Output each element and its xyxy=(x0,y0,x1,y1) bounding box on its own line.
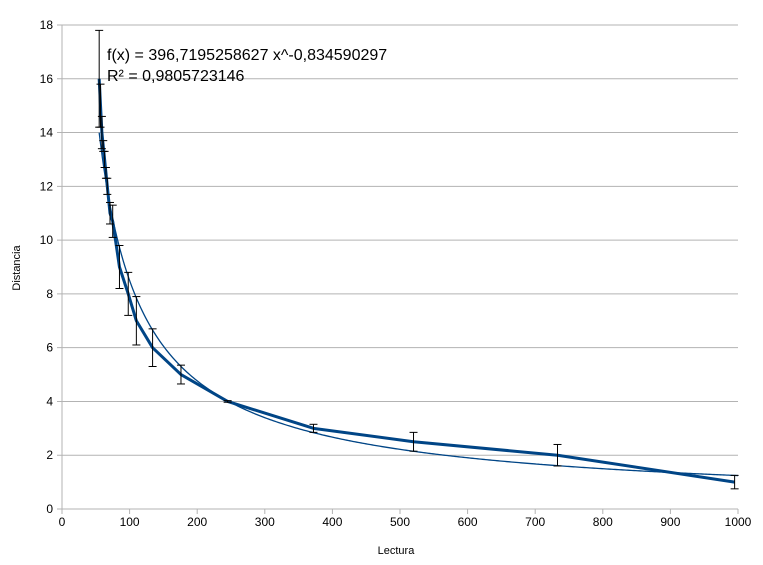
error-bars xyxy=(95,29,739,490)
data-series xyxy=(97,78,735,484)
grid-lines xyxy=(57,24,738,510)
error-bar xyxy=(108,204,117,238)
x-tick-label: 400 xyxy=(322,515,342,529)
y-tick-label: 14 xyxy=(40,126,54,140)
error-bar xyxy=(409,431,418,452)
error-bar xyxy=(132,296,141,346)
y-axis-title: Distancia xyxy=(11,245,23,291)
error-bar xyxy=(309,423,318,433)
y-tick-label: 16 xyxy=(40,72,54,86)
error-bar xyxy=(148,328,157,367)
x-tick-label: 700 xyxy=(525,515,545,529)
y-tick-label: 4 xyxy=(46,394,53,408)
x-tick-label: 100 xyxy=(120,515,140,529)
error-bar xyxy=(97,115,106,150)
y-tick-label: 10 xyxy=(40,233,54,247)
trendline-equation: f(x) = 396,7195258627 x^-0,834590297 xyxy=(107,47,387,64)
error-bar xyxy=(115,244,124,290)
error-bar xyxy=(103,177,112,195)
error-bar xyxy=(124,271,133,316)
error-bar xyxy=(553,443,562,467)
x-tick-label: 1000 xyxy=(725,515,752,529)
error-bar xyxy=(730,474,739,490)
trendline-r-squared: R² = 0,9805723146 xyxy=(107,68,245,85)
x-tick-label: 900 xyxy=(660,515,680,529)
error-bar xyxy=(96,83,105,128)
x-tick-label: 500 xyxy=(390,515,410,529)
trendline-curve xyxy=(98,132,739,477)
x-tick-label: 800 xyxy=(593,515,613,529)
y-tick-label: 6 xyxy=(46,341,53,355)
x-tick-label: 600 xyxy=(458,515,478,529)
error-bar xyxy=(101,167,110,179)
x-tick-labels: 0 100 200 300 400 500 600 700 800 900 1000 xyxy=(59,515,752,529)
error-bar xyxy=(176,364,185,385)
y-tick-labels: 0 2 4 6 8 10 12 14 16 18 xyxy=(40,18,54,516)
y-tick-label: 0 xyxy=(46,502,53,516)
x-tick-label: 0 xyxy=(59,515,66,529)
y-tick-label: 8 xyxy=(46,287,53,301)
x-tick-label: 300 xyxy=(255,515,275,529)
y-tick-label: 12 xyxy=(40,179,54,193)
y-tick-label: 18 xyxy=(40,18,54,32)
error-bar xyxy=(223,400,232,403)
x-axis-title: Lectura xyxy=(378,545,416,557)
x-tick-label: 200 xyxy=(187,515,207,529)
series-line xyxy=(97,78,735,484)
trendline xyxy=(98,132,739,477)
y-tick-label: 2 xyxy=(46,448,53,462)
axes xyxy=(61,25,739,514)
